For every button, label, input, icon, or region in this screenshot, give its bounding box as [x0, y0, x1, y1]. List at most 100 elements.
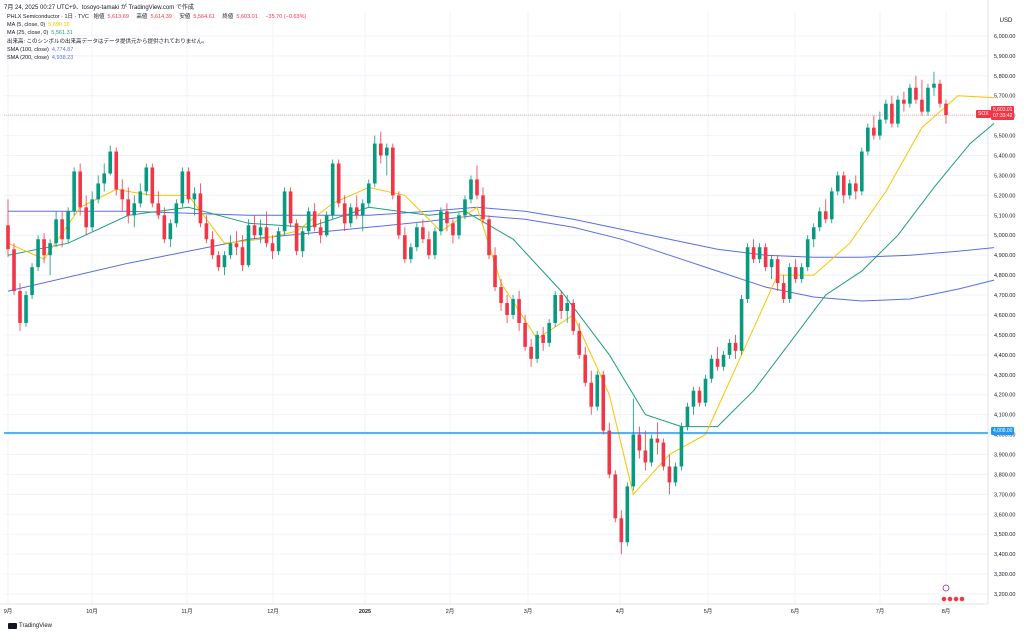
candle-body: [445, 211, 449, 224]
candle-body: [920, 99, 924, 112]
candle-body: [715, 358, 720, 367]
tradingview-logo-icon: [8, 623, 17, 629]
candle-body: [120, 189, 125, 200]
candle-body: [397, 195, 401, 236]
candle-body: [96, 183, 100, 200]
candle-body: [403, 235, 407, 260]
price-tick-label: 5,900.00: [994, 54, 1015, 60]
earnings-flag-icon: [947, 596, 953, 602]
candle-body: [312, 211, 317, 228]
price-tick-label: 4,700.00: [994, 293, 1015, 299]
indicator-row-sma100[interactable]: SMA (100, close) 4,774.87: [7, 46, 309, 54]
time-tick-label: 5月: [704, 608, 713, 615]
candle-body: [914, 87, 918, 100]
candle-body: [559, 295, 563, 311]
high-value: 5,614.39: [150, 14, 172, 20]
ma25-line: [7, 123, 995, 428]
candle-body: [150, 167, 155, 204]
candle-body: [84, 207, 88, 228]
price-tick-label: 5,300.00: [994, 173, 1015, 179]
indicator-row-ma25[interactable]: MA (25, close, 0) 5,561.31: [7, 29, 309, 37]
time-tick-label: 2月: [446, 608, 455, 615]
candle-body: [583, 354, 588, 383]
legend: PHLX Semiconductor · 1日 · TVC 始値 5,613.69…: [7, 13, 309, 62]
candle-body: [457, 215, 461, 236]
candle-body: [186, 171, 191, 200]
last-price-value: 5,603.01: [993, 107, 1013, 113]
price-tick-label: 3,900.00: [994, 453, 1015, 459]
candle-body: [90, 199, 94, 228]
candle-body: [835, 175, 840, 192]
candle-body: [144, 167, 149, 192]
candle-body: [433, 231, 437, 256]
candle-body: [847, 183, 852, 196]
candle-body: [944, 103, 948, 116]
time-tick-label: 10月: [86, 608, 98, 615]
indicator-row-ma5[interactable]: MA (5, close, 0) 5,690.16: [7, 21, 309, 29]
time-tick-label: 9月: [4, 608, 13, 615]
candle-body: [228, 243, 233, 256]
candle-body: [60, 219, 64, 240]
candle-body: [601, 374, 606, 431]
candle-body: [421, 227, 425, 240]
candle-body: [571, 303, 576, 331]
candle-body: [300, 231, 305, 252]
candle-body: [691, 390, 696, 407]
indicator-label: MA (5, close, 0): [7, 22, 46, 29]
candle-body: [324, 215, 329, 236]
indicator-row-sma200[interactable]: SMA (200, close) 4,938.23: [7, 54, 309, 62]
high-label: 高値: [136, 14, 148, 20]
candle-body: [108, 151, 113, 174]
indicator-row-volume[interactable]: 出来高: このシンボルの出来高データはデータ提供元から提供されておりません。: [7, 38, 309, 46]
candle-body: [276, 231, 281, 252]
tradingview-brand[interactable]: TradingView: [8, 623, 52, 629]
candle-body: [48, 243, 52, 256]
candle-body: [439, 211, 443, 232]
event-marker-icon: [942, 584, 950, 592]
candle-body: [926, 87, 930, 112]
candle-body: [547, 322, 551, 343]
price-tick-label: 4,300.00: [994, 373, 1015, 379]
candle-body: [336, 163, 341, 204]
price-tick-label: 4,000.00: [994, 433, 1015, 439]
candle-body: [6, 225, 10, 250]
candle-body: [102, 173, 107, 184]
price-tick-label: 4,900.00: [994, 253, 1015, 259]
candle-body: [805, 239, 810, 268]
candle-body: [775, 259, 780, 284]
candle-body: [793, 267, 798, 280]
close-value: 5,603.01: [236, 14, 258, 20]
candle-body: [811, 227, 816, 240]
candle-body: [24, 295, 28, 323]
open-value: 5,613.69: [107, 14, 129, 20]
candle-body: [541, 334, 545, 343]
indicator-label: SMA (200, close): [7, 55, 49, 62]
candle-body: [757, 247, 762, 260]
candle-body: [18, 291, 22, 323]
candle-body: [385, 147, 389, 156]
candle-body: [595, 374, 600, 407]
price-tick-label: 5,700.00: [994, 94, 1015, 100]
price-tick-label: 5,100.00: [994, 213, 1015, 219]
price-tick-label: 4,100.00: [994, 413, 1015, 419]
candle-body: [156, 203, 161, 216]
candle-body: [739, 299, 744, 351]
candle-body: [210, 239, 215, 256]
candle-body: [348, 207, 353, 224]
candle-body: [174, 203, 179, 224]
candle-body: [751, 247, 756, 260]
earnings-flag-icon: [941, 596, 947, 602]
candle-body: [884, 103, 888, 120]
candle-body: [360, 203, 365, 216]
sma100-line: [7, 214, 995, 302]
candle-body: [649, 438, 654, 463]
candle-body: [240, 247, 245, 266]
candle-body: [487, 219, 491, 256]
candle-body: [517, 299, 521, 323]
candle-body: [318, 227, 323, 236]
candle-body: [378, 143, 383, 156]
candle-body: [288, 191, 293, 224]
candle-body: [216, 255, 221, 268]
price-tick-label: 5,400.00: [994, 154, 1015, 160]
